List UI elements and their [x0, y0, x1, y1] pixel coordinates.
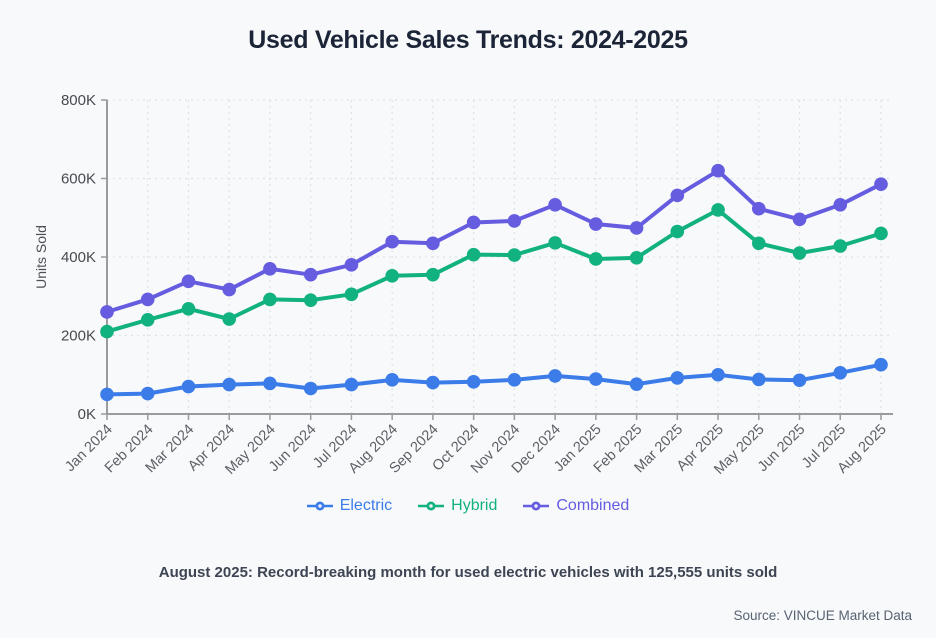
y-axis-title: Units Sold — [33, 225, 49, 289]
y-tick-label: 600K — [61, 171, 96, 188]
chart-title: Used Vehicle Sales Trends: 2024-2025 — [248, 26, 688, 54]
data-point-electric[interactable] — [792, 373, 807, 388]
data-point-combined[interactable] — [385, 234, 399, 249]
data-point-combined[interactable] — [181, 274, 196, 289]
data-point-electric[interactable] — [466, 375, 481, 389]
legend-marker-icon — [418, 501, 445, 511]
data-point-electric[interactable] — [629, 377, 644, 391]
data-point-electric[interactable] — [507, 373, 522, 387]
data-point-hybrid[interactable] — [100, 324, 114, 339]
data-point-combined[interactable] — [833, 197, 848, 212]
chart-legend: Electric Hybrid Combined — [0, 497, 936, 515]
legend-marker-icon — [306, 501, 333, 511]
data-point-hybrid[interactable] — [589, 252, 603, 266]
data-point-electric[interactable] — [263, 376, 277, 391]
data-point-combined[interactable] — [507, 214, 522, 228]
data-point-hybrid[interactable] — [385, 269, 399, 283]
data-point-combined[interactable] — [874, 177, 888, 191]
data-point-hybrid[interactable] — [833, 239, 848, 253]
data-point-combined[interactable] — [140, 292, 155, 307]
data-point-hybrid[interactable] — [303, 293, 318, 307]
data-point-combined[interactable] — [751, 201, 766, 216]
data-point-hybrid[interactable] — [792, 246, 807, 260]
y-tick-label: 800K — [61, 92, 96, 109]
data-point-hybrid[interactable] — [670, 224, 685, 239]
data-point-hybrid[interactable] — [751, 236, 766, 251]
data-point-hybrid[interactable] — [629, 250, 644, 265]
data-point-electric[interactable] — [385, 373, 399, 387]
chart-area[interactable]: 0K 200K 400K 600K 800K Jan 2024 Feb 2024 Mar 20… — [0, 80, 936, 489]
series-line-hybrid — [105, 207, 883, 334]
data-point-combined[interactable] — [303, 267, 318, 282]
data-point-electric[interactable] — [222, 377, 237, 392]
legend-marker-icon — [523, 501, 550, 511]
data-point-combined[interactable] — [589, 217, 603, 231]
data-point-electric[interactable] — [670, 371, 685, 385]
legend-item-combined[interactable]: Combined — [523, 497, 629, 515]
data-point-electric[interactable] — [426, 375, 440, 390]
legend-label: Electric — [339, 497, 393, 514]
y-tick-label: 400K — [61, 249, 96, 266]
data-point-hybrid[interactable] — [426, 267, 440, 282]
data-point-combined[interactable] — [711, 163, 725, 178]
data-point-combined[interactable] — [629, 221, 644, 235]
data-point-hybrid[interactable] — [181, 302, 196, 316]
data-point-combined[interactable] — [426, 236, 440, 251]
data-point-hybrid[interactable] — [874, 226, 888, 241]
data-point-hybrid[interactable] — [711, 203, 725, 217]
legend-item-hybrid[interactable]: Hybrid — [418, 497, 497, 515]
data-point-combined[interactable] — [670, 188, 685, 203]
data-point-electric[interactable] — [751, 372, 766, 387]
legend-label: Hybrid — [451, 497, 498, 514]
data-point-combined[interactable] — [344, 258, 359, 272]
data-point-electric[interactable] — [303, 381, 318, 396]
data-point-hybrid[interactable] — [466, 247, 481, 262]
data-point-combined[interactable] — [466, 215, 481, 230]
data-point-hybrid[interactable] — [263, 292, 277, 307]
data-point-combined[interactable] — [548, 197, 562, 212]
data-point-combined[interactable] — [792, 212, 807, 227]
data-point-electric[interactable] — [100, 387, 114, 402]
legend-item-electric[interactable]: Electric — [306, 497, 393, 515]
data-point-hybrid[interactable] — [548, 236, 562, 250]
data-point-combined[interactable] — [263, 261, 277, 276]
source-credit: Source: VINCUE Market Data — [733, 608, 912, 623]
data-point-hybrid[interactable] — [140, 313, 155, 327]
data-point-hybrid[interactable] — [222, 312, 237, 326]
record-annotation: August 2025: Record-breaking month for u… — [158, 564, 778, 581]
legend-label: Combined — [556, 497, 630, 514]
data-point-electric[interactable] — [589, 372, 603, 386]
y-tick-label: 200K — [61, 328, 96, 345]
data-point-electric[interactable] — [711, 367, 725, 382]
data-point-combined[interactable] — [100, 305, 114, 319]
data-point-electric[interactable] — [548, 369, 562, 383]
data-point-electric[interactable] — [344, 377, 359, 392]
data-point-electric[interactable] — [833, 365, 848, 380]
data-point-hybrid[interactable] — [507, 248, 522, 262]
y-tick-label: 0K — [78, 406, 96, 423]
data-point-electric[interactable] — [140, 386, 155, 401]
data-point-electric[interactable] — [181, 379, 196, 394]
data-point-hybrid[interactable] — [344, 287, 359, 302]
series-line-combined — [105, 168, 883, 314]
data-point-combined[interactable] — [222, 282, 237, 297]
data-point-electric[interactable] — [874, 357, 888, 372]
